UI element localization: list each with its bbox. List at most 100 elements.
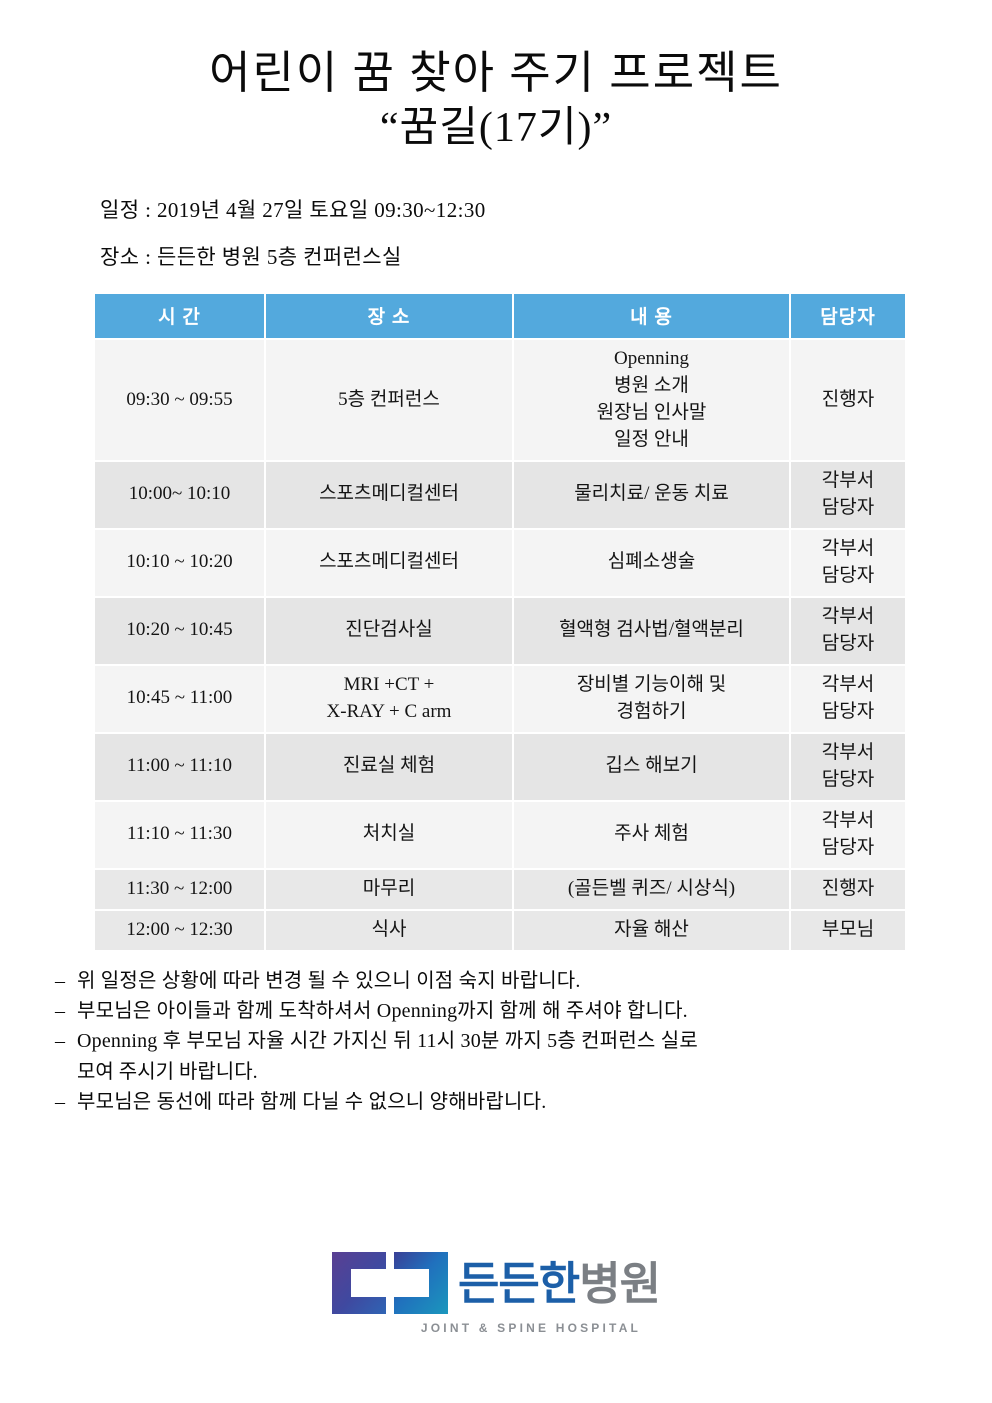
table-row: 10:45 ~ 11:00 MRI +CT + X-RAY + C arm 장비별 기… bbox=[95, 664, 905, 734]
cell-owner-line: 각부서 bbox=[821, 809, 875, 831]
cell-content-line: 경험하기 bbox=[616, 700, 687, 722]
cell-content-line: 병원 소개 bbox=[614, 375, 689, 397]
cell-owner-line: 진행자 bbox=[821, 388, 875, 410]
cell-owner-line: 각부서 bbox=[821, 741, 875, 763]
cell-content-line: (골든벨 퀴즈/ 시상식) bbox=[567, 877, 736, 899]
cell-time: 10:45 ~ 11:00 bbox=[95, 664, 266, 734]
cell-owner: 각부서 담당자 bbox=[790, 596, 905, 666]
cell-place: MRI +CT + X-RAY + C arm bbox=[265, 664, 514, 734]
cell-owner-line: 부모님 bbox=[821, 918, 875, 940]
cell-content-line: 혈액형 검사법/혈액분리 bbox=[559, 619, 744, 641]
note-dash-icon: – bbox=[55, 1030, 66, 1053]
cell-place: 진료실 체험 bbox=[265, 732, 514, 802]
event-schedule-line: 일정 : 2019년 4월 27일 토요일 09:30~12:30 bbox=[100, 198, 486, 223]
cell-time: 11:00 ~ 11:10 bbox=[95, 732, 266, 802]
cell-time-line: 11:00 ~ 11:10 bbox=[127, 755, 232, 777]
note-text: 부모님은 동선에 따라 함께 다닐 수 없으니 양해바랍니다. bbox=[77, 1091, 547, 1114]
notes-list: – 위 일정은 상황에 따라 변경 될 수 있으니 이점 숙지 바랍니다. – … bbox=[0, 966, 992, 1118]
cell-time: 12:00 ~ 12:30 bbox=[95, 909, 266, 950]
cell-place-line: X-RAY + C arm bbox=[326, 700, 452, 722]
cell-content-line: 장비별 기능이해 및 bbox=[576, 673, 727, 695]
page-title-line-1: 어린이 꿈 찾아 주기 프로젝트 bbox=[209, 48, 783, 98]
table-header-row: 시 간 장 소 내 용 담당자 bbox=[95, 294, 905, 341]
poster-title-block: 어린이 꿈 찾아 주기 프로젝트 “꿈길(17기)” bbox=[0, 0, 992, 154]
note-text: 부모님은 아이들과 함께 도착하셔서 Openning까지 함께 해 주셔야 합… bbox=[77, 999, 688, 1022]
table-row: 10:00~ 10:10 스포츠메디컬센터 물리치료/ 운동 치료 각부서 담당자 bbox=[95, 461, 905, 530]
note-dash-icon: – bbox=[55, 1091, 66, 1114]
hospital-logo: 든든한 병원 JOINT & SPINE HOSPITAL bbox=[0, 1252, 992, 1335]
cell-content-line: 자율 해산 bbox=[614, 918, 689, 940]
cell-time-line: 10:10 ~ 10:20 bbox=[126, 551, 233, 573]
cell-place: 진단검사실 bbox=[265, 596, 514, 666]
cell-owner-line: 각부서 bbox=[821, 605, 875, 627]
cell-owner: 각부서 담당자 bbox=[790, 528, 905, 598]
cell-content: 자율 해산 bbox=[513, 909, 791, 950]
note-item: – 부모님은 아이들과 함께 도착하셔서 Openning까지 함께 해 주셔야… bbox=[55, 996, 992, 1026]
cell-owner-line: 진행자 bbox=[821, 877, 875, 899]
cell-place-line: 진료실 체험 bbox=[342, 755, 436, 777]
cell-place: 스포츠메디컬센터 bbox=[265, 528, 514, 598]
schedule-table: 시 간 장 소 내 용 담당자 09:30 ~ 09:55 5층 컨퍼런스 Open… bbox=[95, 294, 905, 950]
logo-row: 든든한 병원 bbox=[331, 1252, 661, 1314]
cell-place-line: 식사 bbox=[371, 918, 407, 940]
table-row: 11:00 ~ 11:10 진료실 체험 깁스 해보기 각부서 담당자 bbox=[95, 732, 905, 802]
cell-time-line: 11:10 ~ 11:30 bbox=[127, 823, 232, 845]
cell-time-line: 10:00~ 10:10 bbox=[128, 483, 231, 505]
cell-time-line: 12:00 ~ 12:30 bbox=[126, 918, 233, 940]
cell-time: 10:10 ~ 10:20 bbox=[95, 528, 266, 598]
cell-place-line: MRI +CT + bbox=[343, 673, 435, 695]
cell-content-line: 깁스 해보기 bbox=[605, 755, 698, 777]
cell-owner: 각부서 담당자 bbox=[790, 664, 905, 734]
cell-owner-line: 각부서 bbox=[821, 673, 875, 695]
cell-content-line: 일정 안내 bbox=[614, 429, 689, 451]
cell-place-line: 진단검사실 bbox=[345, 619, 433, 641]
cell-content-line: Openning bbox=[614, 348, 689, 370]
cell-place: 마무리 bbox=[265, 868, 514, 911]
cell-place-line: 스포츠메디컬센터 bbox=[319, 551, 459, 573]
logo-name-gray: 병원 bbox=[579, 1257, 661, 1309]
cell-content-line: 심폐소생술 bbox=[607, 551, 696, 573]
cell-owner-line: 담당자 bbox=[821, 564, 875, 586]
note-text: 위 일정은 상황에 따라 변경 될 수 있으니 이점 숙지 바랍니다. bbox=[77, 969, 581, 992]
cell-owner-line: 각부서 bbox=[821, 470, 875, 491]
cell-content-line: 주사 체험 bbox=[614, 823, 689, 845]
cell-content: 심폐소생술 bbox=[513, 528, 791, 598]
cell-time: 11:10 ~ 11:30 bbox=[95, 800, 266, 870]
event-location-line: 장소 : 든든한 병원 5층 컨퍼런스실 bbox=[100, 245, 402, 270]
column-header-place: 장 소 bbox=[265, 294, 514, 341]
cell-time-line: 10:20 ~ 10:45 bbox=[126, 619, 233, 641]
table-row: 11:30 ~ 12:00 마무리 (골든벨 퀴즈/ 시상식) 진행자 bbox=[95, 868, 905, 911]
event-meta: 일정 : 2019년 4월 27일 토요일 09:30~12:30 장소 : 든… bbox=[0, 200, 992, 268]
cell-content-line: 물리치료/ 운동 치료 bbox=[574, 483, 729, 505]
cell-place: 식사 bbox=[265, 909, 514, 950]
table-row: 12:00 ~ 12:30 식사 자율 해산 부모님 bbox=[95, 909, 905, 950]
note-item: – Openning 후 부모님 자율 시간 가지신 뒤 11시 30분 까지 … bbox=[55, 1026, 992, 1056]
cell-place: 5층 컨퍼런스 bbox=[265, 339, 514, 462]
note-item: – 부모님은 동선에 따라 함께 다닐 수 없으니 양해바랍니다. bbox=[55, 1087, 992, 1117]
cell-content-line: 원장님 인사말 bbox=[596, 402, 707, 424]
cell-time: 09:30 ~ 09:55 bbox=[95, 339, 266, 462]
cell-time: 11:30 ~ 12:00 bbox=[95, 868, 266, 911]
cell-time: 10:00~ 10:10 bbox=[95, 461, 266, 530]
cell-content: (골든벨 퀴즈/ 시상식) bbox=[513, 868, 791, 911]
table-row: 10:20 ~ 10:45 진단검사실 혈액형 검사법/혈액분리 각부서 담당자 bbox=[95, 596, 905, 666]
cell-owner: 진행자 bbox=[790, 868, 905, 911]
note-item: – 위 일정은 상황에 따라 변경 될 수 있으니 이점 숙지 바랍니다. bbox=[55, 966, 992, 996]
cell-owner-line: 담당자 bbox=[821, 496, 875, 518]
logo-name-blue: 든든한 bbox=[457, 1257, 580, 1309]
schedule-table-wrapper: 시 간 장 소 내 용 담당자 09:30 ~ 09:55 5층 컨퍼런스 Open… bbox=[0, 294, 992, 950]
cell-content: 주사 체험 bbox=[513, 800, 791, 870]
cell-time-line: 09:30 ~ 09:55 bbox=[126, 388, 233, 410]
cell-owner: 진행자 bbox=[790, 339, 905, 462]
cell-place-line: 처치실 bbox=[362, 823, 416, 845]
cell-owner-line: 담당자 bbox=[821, 836, 875, 858]
column-header-time: 시 간 bbox=[95, 294, 266, 341]
cell-content: 물리치료/ 운동 치료 bbox=[513, 461, 791, 530]
